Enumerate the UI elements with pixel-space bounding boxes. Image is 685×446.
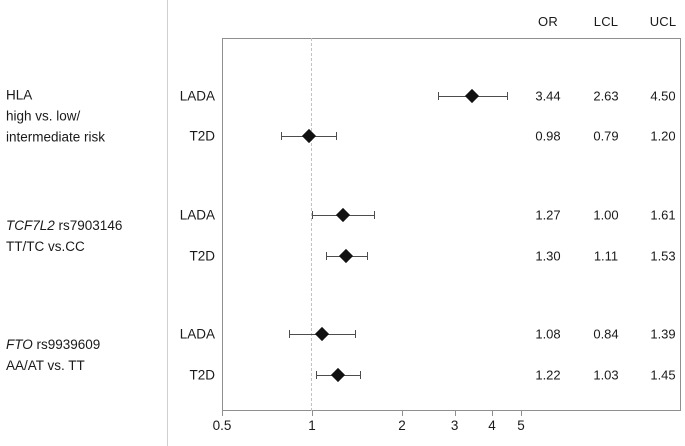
axis-tick-label: 1 <box>308 418 316 433</box>
error-bar-cap-right <box>507 92 509 100</box>
axis-tick <box>312 411 313 416</box>
column-header-lcl: LCL <box>593 14 619 29</box>
error-bar-cap-right <box>360 371 362 379</box>
cohort-label: LADA <box>179 207 215 223</box>
ucl-value: 1.39 <box>650 326 676 342</box>
cohort-label: LADA <box>179 88 215 104</box>
plot-frame <box>222 38 681 411</box>
error-bar-cap-left <box>325 252 327 260</box>
column-header-ucl: UCL <box>649 14 677 29</box>
error-bar-cap-left <box>315 371 317 379</box>
comparison-text: high vs. low/ <box>6 108 81 124</box>
gene-name: TCF7L2 rs7903146 <box>6 217 123 233</box>
ucl-value: 1.61 <box>650 207 676 223</box>
error-bar-cap-left <box>281 132 283 140</box>
error-bar-cap-left <box>289 330 291 338</box>
axis-tick-label: 3 <box>450 418 459 433</box>
or-value: 1.27 <box>535 207 561 223</box>
gene-name: HLA <box>6 87 33 103</box>
reference-line <box>311 38 312 411</box>
error-bar-cap-right <box>373 211 375 219</box>
label-divider-line <box>167 0 168 446</box>
axis-tick <box>221 411 223 416</box>
group-label: HLA high vs. low/intermediate risk <box>6 85 105 148</box>
axis-tick-label: 0.5 <box>212 418 232 433</box>
gene-name: FTO rs9939609 <box>6 336 101 352</box>
cohort-label: T2D <box>189 248 215 264</box>
axis-tick <box>492 411 494 416</box>
or-value: 0.98 <box>535 128 561 144</box>
or-value: 1.08 <box>535 326 561 342</box>
ucl-value: 4.50 <box>650 88 676 104</box>
cohort-label: LADA <box>179 326 215 342</box>
ucl-value: 1.20 <box>650 128 676 144</box>
axis-tick-label: 4 <box>488 418 496 433</box>
lcl-value: 1.11 <box>593 248 619 264</box>
cohort-label: T2D <box>189 367 215 383</box>
lcl-value: 0.79 <box>593 128 619 144</box>
error-bar-cap-right <box>367 252 369 260</box>
ucl-value: 1.53 <box>650 248 676 264</box>
error-bar-cap-right <box>354 330 356 338</box>
lcl-value: 0.84 <box>593 326 619 342</box>
error-bar-cap-right <box>335 132 337 140</box>
cohort-label: T2D <box>189 128 215 144</box>
comparison-text: TT/TC vs.CC <box>6 238 85 254</box>
axis-tick <box>402 411 403 416</box>
ucl-value: 1.45 <box>650 367 676 383</box>
or-value: 1.30 <box>535 248 561 264</box>
error-bar-cap-left <box>437 92 439 100</box>
column-header-or: OR <box>538 14 558 29</box>
or-value: 3.44 <box>535 88 561 104</box>
axis-tick-label: 2 <box>398 418 406 433</box>
lcl-value: 2.63 <box>593 88 619 104</box>
comparison-text: AA/AT vs. TT <box>6 357 85 373</box>
axis-tick-label: 5 <box>517 418 525 433</box>
group-label: TCF7L2 rs7903146 TT/TC vs.CC <box>6 215 122 257</box>
axis-tick <box>454 411 456 416</box>
error-bar-cap-left <box>312 211 313 219</box>
group-label: FTO rs9939609 AA/AT vs. TT <box>6 334 100 376</box>
lcl-value: 1.00 <box>593 207 619 223</box>
comparison-text: intermediate risk <box>6 129 106 145</box>
axis-tick <box>520 411 522 416</box>
lcl-value: 1.03 <box>593 367 619 383</box>
or-value: 1.22 <box>535 367 561 383</box>
